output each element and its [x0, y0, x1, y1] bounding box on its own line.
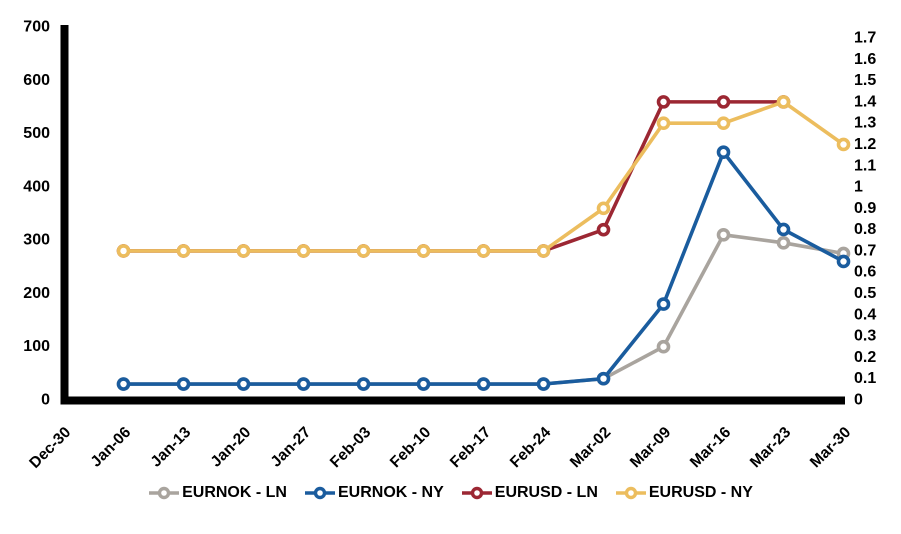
data-point-eurnok-ny: [236, 377, 251, 391]
data-point-eurnok-ny: [356, 377, 371, 391]
series-line-eurusd-ny: [121, 100, 846, 253]
right-axis-tick-label: 0.6: [854, 264, 876, 281]
data-point-eurusd-ny: [116, 244, 131, 258]
legend-marker-icon: [304, 486, 335, 500]
legend-marker-icon: [149, 486, 180, 500]
right-axis-tick-label: 0.8: [854, 221, 876, 238]
data-point-eurnok-ln: [716, 228, 731, 242]
right-axis-tick-label: 0.1: [854, 370, 876, 387]
left-axis-tick-label: 400: [23, 178, 50, 195]
data-point-eurusd-ny: [536, 244, 551, 258]
data-point-eurusd-ny: [416, 244, 431, 258]
right-axis-tick-label: 0.9: [854, 200, 876, 217]
x-axis-tick-label: Feb-17: [447, 424, 494, 471]
legend-label: EURUSD - NY: [648, 484, 753, 501]
right-axis-tick-label: 1.5: [854, 72, 876, 89]
data-point-eurnok-ny: [536, 377, 551, 391]
data-point-eurusd-ny: [596, 201, 611, 216]
data-point-eurusd-ny: [476, 244, 491, 258]
data-point-eurusd-ny: [836, 137, 851, 152]
data-point-eurnok-ny: [776, 222, 791, 237]
data-point-eurnok-ny: [416, 377, 431, 391]
right-axis-tick-label: 0.7: [854, 242, 876, 259]
x-axis-tick-label: Feb-10: [387, 424, 434, 471]
x-axis-tick-label: Mar-16: [687, 424, 735, 472]
left-axis-tick-label: 600: [23, 72, 50, 89]
left-axis-tick-label: 200: [23, 285, 50, 302]
x-axis-tick-label: Dec-30: [26, 424, 74, 472]
x-axis-tick-label: Feb-03: [327, 424, 375, 472]
x-axis-tick-label: Mar-23: [747, 424, 795, 472]
data-point-eurusd-ny: [716, 116, 731, 130]
x-axis-tick-label: Mar-30: [807, 424, 854, 471]
data-point-eurnok-ln: [776, 236, 791, 250]
data-point-eurusd-ny: [656, 116, 671, 130]
right-axis-tick-label: 1.3: [854, 115, 876, 132]
left-axis-tick-label: 700: [23, 19, 50, 36]
data-point-eurnok-ny: [176, 377, 191, 391]
data-point-eurnok-ny: [476, 377, 491, 391]
data-point-eurnok-ny: [296, 377, 311, 391]
legend-marker-icon: [461, 486, 492, 500]
x-axis-tick-label: Jan-13: [148, 424, 195, 471]
x-axis-tick-label: Jan-06: [88, 424, 135, 471]
data-point-eurusd-ny: [776, 95, 791, 109]
data-point-eurnok-ny: [836, 254, 851, 269]
data-point-eurnok-ny: [116, 377, 131, 391]
data-point-eurnok-ny: [656, 297, 671, 311]
right-axis-tick-label: 0: [854, 392, 863, 409]
data-point-eurusd-ny: [176, 244, 191, 258]
data-point-eurusd-ln: [656, 95, 671, 109]
data-point-eurnok-ny: [596, 371, 611, 386]
legend-item-eurusd-ln: EURUSD - LN: [461, 484, 598, 502]
left-axis-tick-label: 100: [23, 338, 50, 355]
left-axis-tick-label: 300: [23, 232, 50, 249]
right-axis-tick-label: 1.4: [854, 93, 876, 110]
chart-legend: EURNOK - LN EURNOK - NY EURUSD - LN EURUSD …: [0, 484, 901, 502]
legend-item-eurusd-ny: EURUSD - NY: [615, 484, 753, 502]
left-axis-tick-label: 0: [41, 392, 50, 409]
x-axis-tick-label: Jan-20: [208, 424, 255, 471]
x-axis-tick-label: Mar-02: [567, 424, 614, 471]
data-point-eurnok-ny: [716, 145, 731, 160]
legend-label: EURUSD - LN: [494, 484, 598, 501]
data-point-eurnok-ln: [656, 339, 671, 354]
legend-marker-icon: [615, 486, 646, 500]
legend-item-eurnok-ny: EURNOK - NY: [304, 484, 444, 502]
data-point-eurusd-ny: [236, 244, 251, 258]
right-axis-tick-label: 1.7: [854, 30, 876, 47]
right-axis-tick-label: 1.1: [854, 157, 876, 174]
data-point-eurusd-ln: [596, 222, 611, 237]
legend-label: EURNOK - NY: [337, 484, 444, 501]
data-point-eurusd-ny: [356, 244, 371, 258]
right-axis-tick-label: 0.2: [854, 349, 876, 366]
data-point-eurusd-ny: [296, 244, 311, 258]
right-axis-tick-label: 0.3: [854, 328, 876, 345]
right-axis-tick-label: 1.2: [854, 136, 876, 153]
right-axis-tick-label: 0.5: [854, 285, 876, 302]
x-axis-tick-label: Mar-09: [627, 424, 675, 472]
data-point-eurusd-ln: [716, 95, 731, 109]
legend-item-eurnok-ln: EURNOK - LN: [148, 484, 287, 502]
legend-label: EURNOK - LN: [182, 484, 287, 501]
left-axis-tick-label: 500: [23, 125, 50, 142]
x-axis-tick-label: Feb-24: [507, 424, 555, 472]
x-axis-tick-label: Jan-27: [268, 424, 315, 471]
right-axis-tick-label: 0.4: [854, 306, 876, 323]
right-axis-tick-label: 1.6: [854, 51, 876, 68]
right-axis-tick-label: 1: [854, 179, 863, 196]
series-line-eurnok-ny: [121, 150, 846, 386]
